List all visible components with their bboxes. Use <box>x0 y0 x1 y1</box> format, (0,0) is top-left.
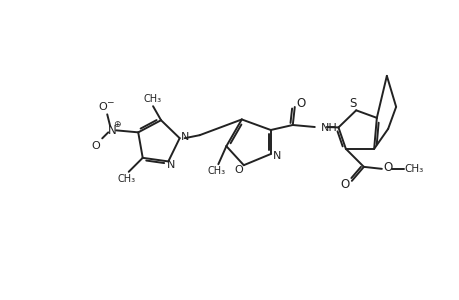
Text: O: O <box>340 178 349 191</box>
Text: ⊕: ⊕ <box>113 120 121 129</box>
Text: N: N <box>180 132 189 142</box>
Text: O: O <box>234 165 243 175</box>
Text: CH₃: CH₃ <box>144 94 162 104</box>
Text: CH₃: CH₃ <box>118 174 135 184</box>
Text: S: S <box>349 97 356 110</box>
Text: N: N <box>167 160 175 170</box>
Text: N: N <box>107 124 116 137</box>
Text: CH₃: CH₃ <box>403 164 423 174</box>
Text: N: N <box>272 151 280 161</box>
Text: NH: NH <box>320 123 337 133</box>
Text: O: O <box>382 161 392 174</box>
Text: O: O <box>296 97 305 110</box>
Text: −: − <box>106 97 114 106</box>
Text: O: O <box>92 141 101 152</box>
Text: O: O <box>99 102 107 112</box>
Text: CH₃: CH₃ <box>207 166 225 176</box>
